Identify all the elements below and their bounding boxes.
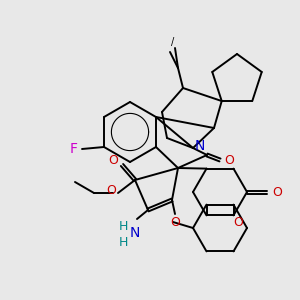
Text: O: O	[224, 154, 234, 166]
Text: O: O	[106, 184, 116, 197]
Text: O: O	[272, 185, 282, 199]
Text: /: /	[171, 37, 175, 47]
Text: F: F	[70, 142, 78, 156]
Text: O: O	[108, 154, 118, 166]
Text: H: H	[118, 236, 128, 250]
Text: N: N	[195, 139, 205, 153]
Text: H: H	[118, 220, 128, 233]
Text: O: O	[234, 216, 243, 229]
Text: O: O	[170, 215, 180, 229]
Text: N: N	[130, 226, 140, 240]
